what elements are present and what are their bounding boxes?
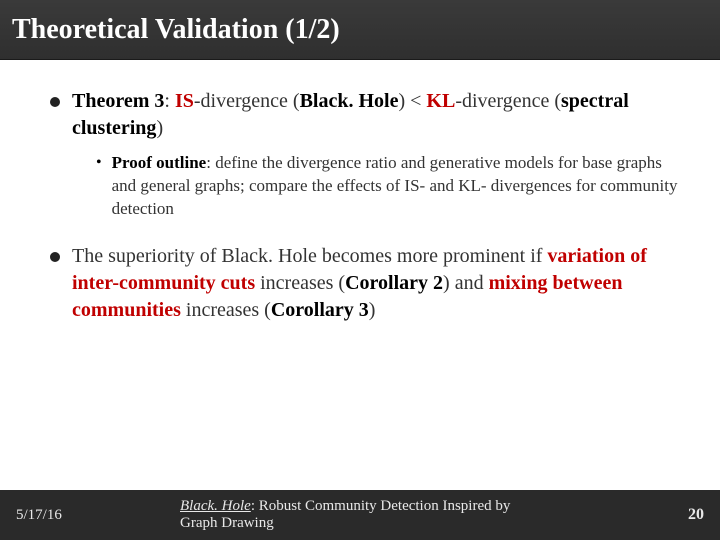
- bullet-2: The superiority of Black. Hole becomes m…: [50, 243, 680, 324]
- t: ) <: [398, 90, 426, 112]
- footer-subtitle: Black. Hole: Robust Community Detection …: [180, 498, 540, 532]
- page-number: 20: [688, 506, 704, 524]
- t: ): [369, 299, 376, 321]
- bullet-icon: [50, 252, 60, 262]
- t: ) and: [443, 272, 489, 294]
- sub-bullet-1-text: Proof outline: define the divergence rat…: [112, 152, 680, 221]
- t: increases (: [255, 272, 345, 294]
- theorem-label: Theorem 3: [72, 90, 164, 112]
- sub-bullet-icon: •: [96, 152, 102, 174]
- bullet-icon: [50, 97, 60, 107]
- t: ): [156, 117, 163, 139]
- corollary2-bold: Corollary 2: [345, 272, 443, 294]
- blackhole-bold: Black. Hole: [300, 90, 399, 112]
- bullet-1: Theorem 3: IS-divergence (Black. Hole) <…: [50, 88, 680, 142]
- proof-outline-label: Proof outline: [112, 153, 207, 172]
- bullet-2-text: The superiority of Black. Hole becomes m…: [72, 243, 680, 324]
- t: -divergence (: [455, 90, 561, 112]
- is-highlight: IS: [175, 90, 194, 112]
- t: :: [164, 90, 175, 112]
- kl-highlight: KL: [426, 90, 455, 112]
- sub-bullet-1: • Proof outline: define the divergence r…: [96, 152, 680, 221]
- slide-title: Theoretical Validation (1/2): [12, 14, 340, 46]
- content-area: Theorem 3: IS-divergence (Black. Hole) <…: [0, 60, 720, 490]
- bullet-1-text: Theorem 3: IS-divergence (Black. Hole) <…: [72, 88, 680, 142]
- t: increases (: [181, 299, 271, 321]
- footer-bar: 5/17/16 Black. Hole: Robust Community De…: [0, 490, 720, 540]
- footer-date: 5/17/16: [16, 507, 62, 524]
- t: The superiority of Black. Hole becomes m…: [72, 245, 547, 267]
- corollary3-bold: Corollary 3: [271, 299, 369, 321]
- header-bar: Theoretical Validation (1/2): [0, 0, 720, 60]
- t: -divergence (: [194, 90, 300, 112]
- footer-title-underline: Black. Hole: [180, 498, 251, 514]
